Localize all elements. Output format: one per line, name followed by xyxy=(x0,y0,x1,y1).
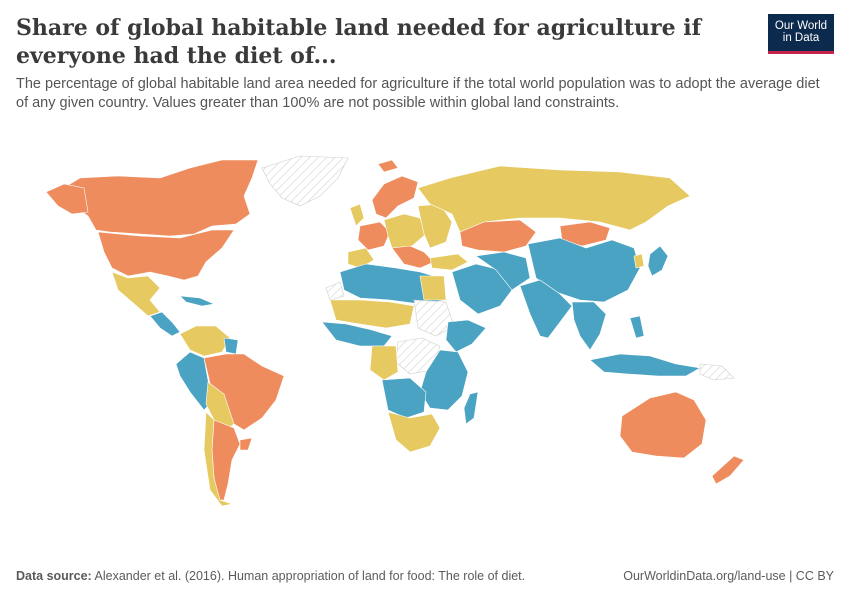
region-southern-africa[interactable] xyxy=(387,411,441,453)
region-russia[interactable] xyxy=(417,165,691,233)
region-western-sahara[interactable] xyxy=(325,281,345,301)
region-madagascar[interactable] xyxy=(463,391,479,425)
region-central-america[interactable] xyxy=(149,311,181,337)
region-uk[interactable] xyxy=(349,203,365,227)
region-egypt[interactable] xyxy=(419,275,447,301)
region-southeast-asia[interactable] xyxy=(571,301,607,351)
region-western-europe[interactable] xyxy=(357,221,391,251)
region-indonesia[interactable] xyxy=(589,353,701,377)
region-turkey[interactable] xyxy=(429,253,469,271)
region-alaska[interactable] xyxy=(45,183,89,215)
region-india[interactable] xyxy=(519,279,573,339)
region-guiana[interactable] xyxy=(223,337,239,355)
region-iran-central[interactable] xyxy=(475,251,531,291)
header: Share of global habitable land needed fo… xyxy=(16,14,820,113)
data-source-text[interactable]: Alexander et al. (2016). Human appropria… xyxy=(94,569,526,583)
region-west-africa-coast[interactable] xyxy=(321,321,393,347)
region-kazakhstan[interactable] xyxy=(459,219,537,253)
region-chile[interactable] xyxy=(203,411,234,507)
owid-logo[interactable]: Our World in Data xyxy=(768,14,834,54)
world-map-svg[interactable] xyxy=(0,140,850,520)
region-congo[interactable] xyxy=(369,345,399,381)
region-middle-east[interactable] xyxy=(451,263,513,315)
region-sudan[interactable] xyxy=(413,299,455,337)
region-japan[interactable] xyxy=(647,245,669,277)
logo-line-1: Our World xyxy=(774,20,828,32)
region-korea[interactable] xyxy=(633,253,645,269)
region-scandinavia[interactable] xyxy=(371,175,419,219)
owid-url-license[interactable]: OurWorldinData.org/land-use | CC BY xyxy=(623,569,834,583)
footer: Data source: Alexander et al. (2016). Hu… xyxy=(16,569,834,583)
region-iceland[interactable] xyxy=(377,159,399,173)
region-angola-zambia[interactable] xyxy=(381,377,427,419)
region-colombia-venezuela[interactable] xyxy=(179,325,231,357)
region-horn-of-africa[interactable] xyxy=(445,319,487,353)
region-greenland[interactable] xyxy=(261,155,349,207)
region-usa[interactable] xyxy=(97,229,235,281)
region-mexico[interactable] xyxy=(111,271,161,317)
region-new-zealand[interactable] xyxy=(711,455,745,485)
region-sahel[interactable] xyxy=(329,299,415,329)
region-philippines[interactable] xyxy=(629,315,645,339)
region-caribbean[interactable] xyxy=(179,295,216,307)
region-australia[interactable] xyxy=(619,391,707,459)
region-central-europe[interactable] xyxy=(383,213,427,249)
world-map[interactable] xyxy=(0,140,850,520)
region-uruguay[interactable] xyxy=(239,437,253,451)
region-italy-balkans[interactable] xyxy=(391,245,435,269)
region-canada[interactable] xyxy=(59,159,259,237)
region-new-guinea[interactable] xyxy=(699,363,735,381)
logo-line-2: in Data xyxy=(782,32,820,44)
chart-title: Share of global habitable land needed fo… xyxy=(16,15,702,69)
chart-subtitle: The percentage of global habitable land … xyxy=(16,76,820,111)
data-source-label: Data source: xyxy=(16,569,92,583)
region-east-africa[interactable] xyxy=(419,349,469,411)
